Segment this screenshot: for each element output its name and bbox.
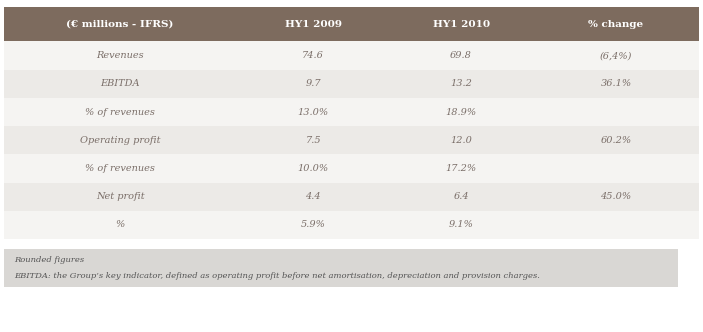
- Text: 17.2%: 17.2%: [446, 164, 477, 173]
- Bar: [4, 70, 699, 98]
- Bar: [4, 126, 699, 154]
- Text: HY1 2009: HY1 2009: [285, 20, 342, 29]
- Text: 13.0%: 13.0%: [297, 108, 329, 117]
- Text: % of revenues: % of revenues: [85, 164, 155, 173]
- Bar: [4, 154, 699, 183]
- Bar: [4, 249, 678, 287]
- Bar: [4, 98, 699, 126]
- Text: 36.1%: 36.1%: [600, 79, 631, 88]
- Bar: [4, 7, 699, 42]
- Text: EBITDA: EBITDA: [101, 79, 140, 88]
- Text: 45.0%: 45.0%: [600, 192, 631, 201]
- Text: % of revenues: % of revenues: [85, 108, 155, 117]
- Text: 74.6: 74.6: [302, 51, 324, 60]
- Text: % change: % change: [588, 20, 643, 29]
- Text: Rounded figures: Rounded figures: [14, 256, 84, 264]
- Text: %: %: [115, 220, 124, 229]
- Text: 13.2: 13.2: [450, 79, 472, 88]
- Bar: [4, 42, 699, 70]
- Text: 4.4: 4.4: [305, 192, 321, 201]
- Text: 69.8: 69.8: [450, 51, 472, 60]
- Text: HY1 2010: HY1 2010: [432, 20, 490, 29]
- Text: (6,4%): (6,4%): [600, 51, 632, 60]
- Text: Revenues: Revenues: [96, 51, 144, 60]
- Text: 6.4: 6.4: [453, 192, 469, 201]
- Text: 60.2%: 60.2%: [600, 136, 631, 145]
- Text: 7.5: 7.5: [305, 136, 321, 145]
- Text: Operating profit: Operating profit: [80, 136, 160, 145]
- Text: 5.9%: 5.9%: [301, 220, 325, 229]
- Text: Net profit: Net profit: [96, 192, 144, 201]
- Text: 12.0: 12.0: [450, 136, 472, 145]
- Text: 18.9%: 18.9%: [446, 108, 477, 117]
- Bar: [4, 211, 699, 239]
- Bar: [4, 183, 699, 211]
- Text: (€ millions - IFRS): (€ millions - IFRS): [66, 20, 174, 29]
- Text: 9.7: 9.7: [305, 79, 321, 88]
- Text: 9.1%: 9.1%: [449, 220, 474, 229]
- Text: EBITDA: the Group’s key indicator, defined as operating profit before net amorti: EBITDA: the Group’s key indicator, defin…: [14, 273, 540, 281]
- Text: 10.0%: 10.0%: [297, 164, 329, 173]
